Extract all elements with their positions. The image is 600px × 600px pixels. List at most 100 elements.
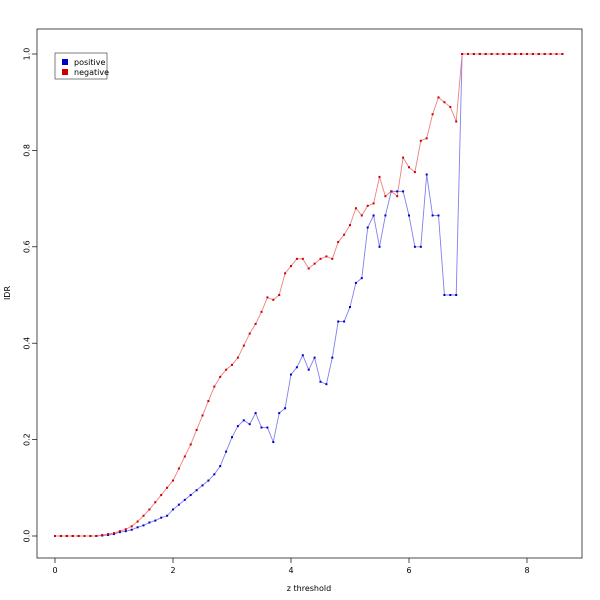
data-point-negative (402, 156, 405, 159)
data-point-negative (360, 214, 363, 217)
data-point-negative (148, 508, 151, 511)
data-point-negative (136, 520, 139, 523)
data-point-positive (455, 294, 458, 296)
data-point-positive (136, 526, 139, 529)
data-point-positive (177, 503, 180, 506)
data-point-negative (189, 443, 192, 446)
data-point-positive (402, 190, 405, 193)
data-point-negative (160, 494, 163, 497)
data-point-negative (390, 190, 393, 193)
data-point-positive (207, 479, 210, 482)
data-point-negative (561, 53, 564, 55)
data-point-negative (520, 53, 523, 55)
data-point-negative (378, 175, 381, 178)
data-point-positive (254, 412, 257, 415)
data-point-negative (195, 428, 198, 431)
data-point-negative (183, 455, 186, 458)
data-point-negative (154, 501, 157, 504)
series-line-positive (55, 53, 563, 537)
data-point-negative (307, 267, 310, 270)
data-point-negative (337, 240, 340, 243)
data-point-positive (396, 190, 399, 193)
data-point-negative (449, 106, 452, 109)
y-axis: 0.0 0.2 0.4 0.6 0.8 1.0 (23, 48, 37, 542)
data-point-negative (59, 535, 62, 537)
series-points (54, 53, 564, 537)
data-point-negative (177, 467, 180, 470)
data-point-negative (236, 356, 239, 359)
data-point-negative (543, 53, 546, 55)
data-point-positive (319, 380, 322, 383)
data-point-positive (236, 425, 239, 428)
legend-swatch-positive (62, 59, 68, 65)
data-point-positive (225, 450, 228, 453)
data-point-positive (201, 484, 204, 487)
data-point-positive (425, 173, 428, 176)
data-point-negative (95, 535, 98, 537)
legend-swatch-negative (62, 69, 68, 75)
data-point-positive (360, 277, 363, 280)
data-point-negative (83, 535, 86, 537)
data-point-negative (467, 53, 469, 55)
data-point-negative (508, 53, 511, 55)
data-point-negative (54, 535, 56, 537)
data-point-negative (343, 233, 346, 236)
data-point-negative (231, 363, 233, 366)
data-point-positive (195, 489, 198, 492)
data-point-negative (201, 414, 204, 417)
data-point-positive (130, 528, 133, 531)
data-point-positive (166, 514, 169, 517)
data-point-positive (219, 465, 222, 468)
x-tick-label: 4 (288, 566, 293, 575)
data-point-positive (378, 245, 381, 248)
data-point-positive (307, 368, 310, 371)
data-point-positive (290, 373, 292, 376)
legend-box (54, 52, 108, 80)
data-point-positive (272, 441, 275, 444)
data-point-negative (272, 298, 275, 301)
data-point-negative (384, 195, 387, 198)
data-point-positive (148, 521, 151, 524)
x-axis: 0 2 4 6 8 (52, 558, 530, 575)
x-tick-label: 6 (406, 566, 411, 575)
data-point-negative (425, 137, 428, 140)
data-point-negative (331, 257, 334, 260)
data-point-negative (118, 530, 121, 533)
legend-label-positive: positive (74, 58, 105, 67)
x-axis-label: z threshold (287, 584, 331, 593)
data-point-negative (502, 53, 505, 55)
data-point-negative (172, 479, 174, 482)
data-point-negative (419, 139, 422, 142)
data-point-positive (124, 530, 127, 533)
legend: positive negative (54, 52, 109, 80)
data-point-negative (166, 486, 169, 489)
data-point-negative (295, 257, 298, 260)
data-point-negative (107, 533, 110, 536)
data-point-positive (343, 320, 346, 323)
data-point-negative (242, 344, 245, 347)
data-point-negative (349, 224, 351, 227)
data-point-negative (71, 535, 74, 537)
data-point-negative (490, 53, 493, 55)
series-lines (55, 53, 563, 537)
data-point-negative (531, 53, 534, 55)
data-point-negative (372, 202, 375, 205)
x-tick-label: 2 (170, 566, 175, 575)
data-point-positive (437, 214, 440, 217)
data-point-negative (313, 262, 316, 265)
data-point-positive (154, 519, 157, 522)
data-point-negative (455, 120, 458, 123)
data-point-positive (248, 423, 251, 426)
data-point-negative (325, 255, 328, 258)
y-tick-label: 0.4 (23, 337, 32, 350)
data-point-negative (225, 368, 228, 371)
data-point-negative (472, 53, 475, 55)
data-point-negative (77, 535, 80, 537)
legend-label-negative: negative (74, 68, 109, 77)
data-point-negative (413, 171, 416, 174)
data-point-positive (419, 245, 422, 248)
data-point-negative (549, 53, 552, 55)
data-point-positive (354, 281, 357, 284)
data-point-positive (172, 508, 174, 511)
